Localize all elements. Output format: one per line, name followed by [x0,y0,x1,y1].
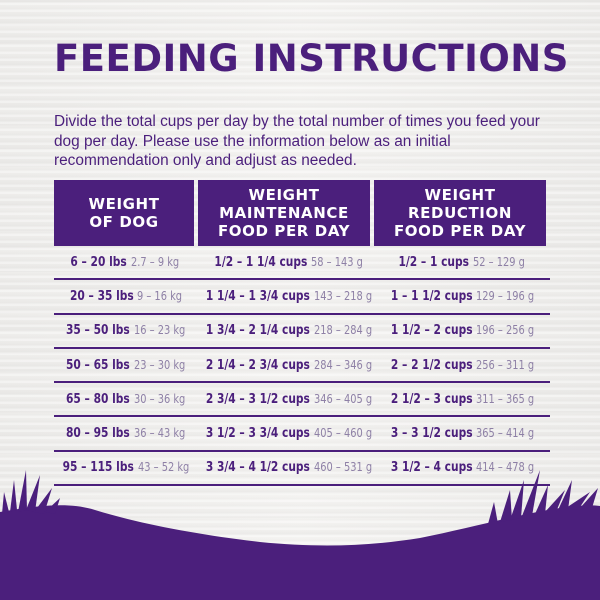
reduction-cell-primary: 1/2 – 1 cups [398,254,470,270]
weight-cell-metric: 36 – 43 kg [133,426,185,441]
maintenance-cell: 2 3/4 – 3 1/2 cups 346 – 405 g [198,391,373,407]
maintenance-cell-metric: 143 – 218 g [314,288,373,303]
reduction-cell: 1/2 – 1 cups 52 – 129 g [374,255,546,270]
weight-cell-primary: 35 – 50 lbs [65,323,130,339]
weight-cell-metric: 30 – 36 kg [133,391,185,406]
table-row: 65 – 80 lbs 30 – 36 kg 2 3/4 – 3 1/2 cups 3… [54,383,550,418]
reduction-cell-metric: 256 – 311 g [476,357,535,372]
weight-cell: 20 – 35 lbs 9 – 16 kg [54,289,194,304]
weight-cell-metric: 2.7 – 9 kg [130,254,180,269]
reduction-cell-primary: 3 1/2 – 4 cups [390,460,473,476]
maintenance-cell-primary: 2 1/4 – 2 3/4 cups [205,357,311,373]
weight-cell-primary: 50 – 65 lbs [65,357,130,373]
maintenance-cell-metric: 284 – 346 g [314,357,373,372]
reduction-cell-metric: 311 – 365 g [476,391,535,406]
weight-cell-metric: 23 – 30 kg [133,357,185,372]
weight-cell-primary: 20 – 35 lbs [69,288,134,304]
page-title: FEEDING INSTRUCTIONS [54,37,569,80]
maintenance-cell: 2 1/4 – 2 3/4 cups 284 – 346 g [198,357,373,373]
maintenance-cell-metric: 218 – 284 g [314,323,373,338]
feeding-table: WEIGHT OF DOG WEIGHT MAINTENANCE FOOD PE… [54,180,550,487]
weight-cell-metric: 43 – 52 kg [138,460,190,475]
weight-cell: 35 – 50 lbs 16 – 23 kg [54,323,194,338]
weight-cell-primary: 80 – 95 lbs [65,426,130,442]
weight-cell-primary: 65 – 80 lbs [65,391,130,407]
reduction-cell: 3 1/2 – 4 cups 414 – 478 g [374,460,546,475]
header-weight-of-dog: WEIGHT OF DOG [54,180,194,246]
weight-cell-primary: 6 – 20 lbs [70,254,127,270]
reduction-cell-metric: 414 – 478 g [476,460,535,475]
reduction-cell-metric: 365 – 414 g [476,426,535,441]
header-label: WEIGHT REDUCTION FOOD PER DAY [393,186,527,240]
table-row: 80 – 95 lbs 36 – 43 kg 3 1/2 – 3 3/4 cups 4… [54,417,550,452]
weight-cell-metric: 16 – 23 kg [133,323,185,338]
reduction-cell: 1 1/2 – 2 cups 196 – 256 g [374,323,546,338]
table-body: 6 – 20 lbs 2.7 – 9 kg 1/2 – 1 1/4 cups 58 –… [54,246,550,487]
maintenance-cell: 3 3/4 – 4 1/2 cups 460 – 531 g [198,460,373,476]
reduction-cell: 2 – 2 1/2 cups 256 – 311 g [374,358,546,373]
reduction-cell-metric: 52 – 129 g [473,254,526,269]
maintenance-cell: 1 3/4 – 2 1/4 cups 218 – 284 g [198,323,373,339]
table-header: WEIGHT OF DOG WEIGHT MAINTENANCE FOOD PE… [54,180,550,246]
header-maintenance: WEIGHT MAINTENANCE FOOD PER DAY [198,180,370,246]
reduction-cell-metric: 129 – 196 g [476,288,535,303]
reduction-cell: 3 – 3 1/2 cups 365 – 414 g [374,426,546,441]
reduction-cell-primary: 3 – 3 1/2 cups [390,426,473,442]
table-row: 95 – 115 lbs 43 – 52 kg 3 3/4 – 4 1/2 cups… [54,452,550,487]
reduction-cell: 2 1/2 – 3 cups 311 – 365 g [374,392,546,407]
reduction-cell-primary: 2 – 2 1/2 cups [390,357,473,373]
maintenance-cell-primary: 1/2 – 1 1/4 cups [214,254,308,270]
table-row: 35 – 50 lbs 16 – 23 kg 1 3/4 – 2 1/4 cups 2… [54,315,550,349]
weight-cell: 95 – 115 lbs 43 – 52 kg [54,460,194,475]
maintenance-cell-metric: 346 – 405 g [314,391,373,406]
reduction-cell-primary: 1 1/2 – 2 cups [390,323,473,339]
maintenance-cell: 1 1/4 – 1 3/4 cups 143 – 218 g [198,288,373,304]
maintenance-cell-primary: 1 3/4 – 2 1/4 cups [205,323,311,339]
maintenance-cell-metric: 405 – 460 g [314,426,373,441]
maintenance-cell-primary: 3 3/4 – 4 1/2 cups [205,460,311,476]
intro-paragraph: Divide the total cups per day by the tot… [54,113,540,169]
reduction-cell-metric: 196 – 256 g [476,323,535,338]
maintenance-cell: 1/2 – 1 1/4 cups 58 – 143 g [198,255,370,270]
maintenance-cell-primary: 1 1/4 – 1 3/4 cups [205,288,311,304]
weight-cell: 6 – 20 lbs 2.7 – 9 kg [54,255,194,270]
grass-silhouette [0,470,600,600]
maintenance-cell: 3 1/2 – 3 3/4 cups 405 – 460 g [198,426,373,442]
header-label: WEIGHT OF DOG [88,195,160,231]
header-reduction: WEIGHT REDUCTION FOOD PER DAY [374,180,546,246]
reduction-cell: 1 – 1 1/2 cups 129 – 196 g [374,289,546,304]
maintenance-cell-metric: 58 – 143 g [311,254,363,269]
maintenance-cell-primary: 2 3/4 – 3 1/2 cups [205,391,311,407]
reduction-cell-primary: 1 – 1 1/2 cups [390,288,473,304]
header-label: WEIGHT MAINTENANCE FOOD PER DAY [217,186,351,240]
weight-cell-metric: 9 – 16 kg [137,288,183,303]
maintenance-cell-primary: 3 1/2 – 3 3/4 cups [205,426,311,442]
table-row: 50 – 65 lbs 23 – 30 kg 2 1/4 – 2 3/4 cups 2… [54,349,550,384]
weight-cell-primary: 95 – 115 lbs [62,460,135,476]
reduction-cell-primary: 2 1/2 – 3 cups [390,391,473,407]
table-row: 20 – 35 lbs 9 – 16 kg 1 1/4 – 1 3/4 cups 14… [54,280,550,315]
table-row: 6 – 20 lbs 2.7 – 9 kg 1/2 – 1 1/4 cups 58 –… [54,246,550,281]
maintenance-cell-metric: 460 – 531 g [314,460,373,475]
weight-cell: 80 – 95 lbs 36 – 43 kg [54,426,194,441]
weight-cell: 65 – 80 lbs 30 – 36 kg [54,392,194,407]
weight-cell: 50 – 65 lbs 23 – 30 kg [54,358,194,373]
